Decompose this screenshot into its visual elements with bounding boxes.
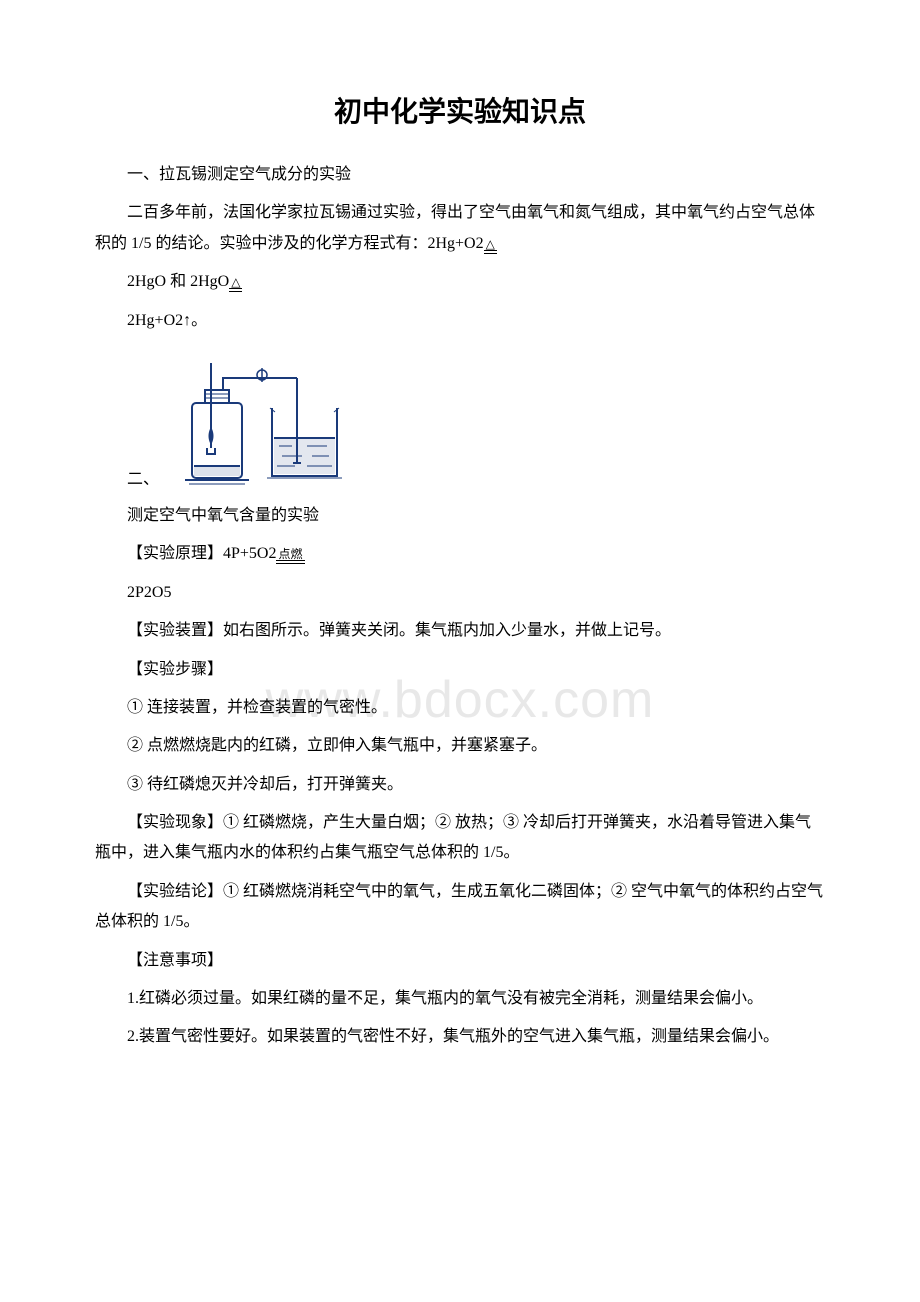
principle-text: 【实验原理】4P+5O2 (127, 545, 276, 562)
experiment-diagram (167, 348, 367, 493)
diagram-row: 二、 (127, 348, 825, 493)
principle-result: 2P2O5 (127, 578, 825, 608)
section1-heading: 一、拉瓦锡测定空气成分的实验 (95, 160, 825, 190)
section1-p2-text: 2HgO 和 2HgO (127, 273, 229, 290)
step-3: ③ 待红磷熄灭并冷却后，打开弹簧夹。 (95, 770, 825, 800)
experiment-principle: 【实验原理】4P+5O2点燃 (95, 539, 825, 569)
reaction-condition-2: △ (229, 276, 242, 289)
document-content: 初中化学实验知识点 一、拉瓦锡测定空气成分的实验 二百多年前，法国化学家拉瓦锡通… (95, 90, 825, 1053)
steps-label: 【实验步骤】 (95, 655, 825, 685)
note-1: 1.红磷必须过量。如果红磷的量不足，集气瓶内的氧气没有被完全消耗，测量结果会偏小… (95, 984, 825, 1014)
section2-heading: 测定空气中氧气含量的实验 (127, 501, 825, 531)
reaction-condition-3: 点燃 (276, 548, 304, 561)
section1-p3: 2Hg+O2↑。 (127, 306, 825, 336)
document-title: 初中化学实验知识点 (95, 90, 825, 130)
step-1: ① 连接装置，并检查装置的气密性。 (95, 693, 825, 723)
step-2: ② 点燃燃烧匙内的红磷，立即伸入集气瓶中，并塞紧塞子。 (95, 731, 825, 761)
experiment-phenomenon: 【实验现象】① 红磷燃烧，产生大量白烟；② 放热；③ 冷却后打开弹簧夹，水沿着导… (95, 808, 825, 869)
section1-p1-text: 二百多年前，法国化学家拉瓦锡通过实验，得出了空气由氧气和氮气组成，其中氧气约占空… (95, 204, 815, 251)
notes-label: 【注意事项】 (95, 946, 825, 976)
section2-prefix: 二、 (127, 465, 159, 493)
section1-p2: 2HgO 和 2HgO△ (127, 267, 825, 297)
note-2: 2.装置气密性要好。如果装置的气密性不好，集气瓶外的空气进入集气瓶，测量结果会偏… (95, 1022, 825, 1052)
experiment-device: 【实验装置】如右图所示。弹簧夹关闭。集气瓶内加入少量水，并做上记号。 (95, 616, 825, 646)
experiment-conclusion: 【实验结论】① 红磷燃烧消耗空气中的氧气，生成五氧化二磷固体；② 空气中氧气的体… (95, 877, 825, 938)
section1-p1: 二百多年前，法国化学家拉瓦锡通过实验，得出了空气由氧气和氮气组成，其中氧气约占空… (95, 198, 825, 259)
reaction-condition-1: △ (484, 238, 497, 251)
